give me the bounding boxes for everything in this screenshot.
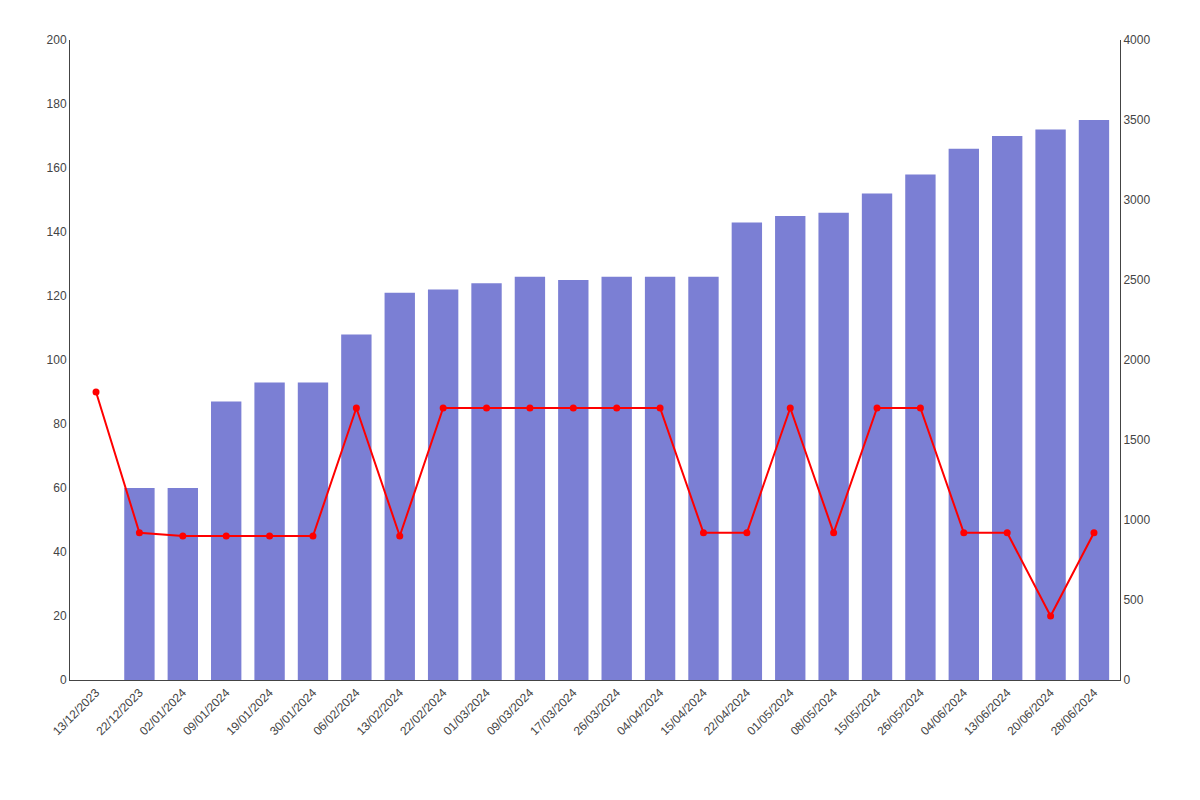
svg-text:22/02/2024: 22/02/2024	[397, 686, 450, 739]
svg-text:1000: 1000	[1123, 513, 1150, 527]
svg-text:180: 180	[47, 97, 67, 111]
svg-text:04/04/2024: 04/04/2024	[614, 686, 667, 739]
svg-text:22/12/2023: 22/12/2023	[93, 686, 146, 739]
svg-text:01/05/2024: 01/05/2024	[744, 686, 797, 739]
svg-text:4000: 4000	[1123, 33, 1150, 47]
svg-text:04/06/2024: 04/06/2024	[918, 686, 971, 739]
svg-text:3000: 3000	[1123, 193, 1150, 207]
svg-text:40: 40	[53, 545, 67, 559]
svg-text:140: 140	[47, 225, 67, 239]
svg-text:2500: 2500	[1123, 273, 1150, 287]
svg-text:09/03/2024: 09/03/2024	[484, 686, 537, 739]
svg-text:02/01/2024: 02/01/2024	[137, 686, 190, 739]
svg-text:200: 200	[47, 33, 67, 47]
svg-text:100: 100	[47, 353, 67, 367]
svg-text:26/05/2024: 26/05/2024	[874, 686, 927, 739]
svg-text:3500: 3500	[1123, 113, 1150, 127]
svg-text:13/06/2024: 13/06/2024	[961, 686, 1014, 739]
svg-text:30/01/2024: 30/01/2024	[267, 686, 320, 739]
svg-text:13/02/2024: 13/02/2024	[354, 686, 407, 739]
svg-text:2000: 2000	[1123, 353, 1150, 367]
svg-text:120: 120	[47, 289, 67, 303]
svg-text:60: 60	[53, 481, 67, 495]
svg-text:500: 500	[1123, 593, 1143, 607]
svg-text:80: 80	[53, 417, 67, 431]
svg-text:1500: 1500	[1123, 433, 1150, 447]
svg-text:19/01/2024: 19/01/2024	[224, 686, 277, 739]
svg-text:0: 0	[1123, 673, 1130, 687]
svg-text:20/06/2024: 20/06/2024	[1005, 686, 1058, 739]
svg-text:26/03/2024: 26/03/2024	[571, 686, 624, 739]
svg-text:20: 20	[53, 609, 67, 623]
svg-text:15/05/2024: 15/05/2024	[831, 686, 884, 739]
svg-text:17/03/2024: 17/03/2024	[527, 686, 580, 739]
svg-text:28/06/2024: 28/06/2024	[1048, 686, 1101, 739]
svg-text:01/03/2024: 01/03/2024	[441, 686, 494, 739]
svg-text:22/04/2024: 22/04/2024	[701, 686, 754, 739]
svg-text:13/12/2023: 13/12/2023	[50, 686, 103, 739]
svg-text:0: 0	[60, 673, 67, 687]
svg-text:08/05/2024: 08/05/2024	[788, 686, 841, 739]
svg-text:15/04/2024: 15/04/2024	[657, 686, 710, 739]
svg-text:160: 160	[47, 161, 67, 175]
svg-text:06/02/2024: 06/02/2024	[310, 686, 363, 739]
svg-text:09/01/2024: 09/01/2024	[180, 686, 233, 739]
